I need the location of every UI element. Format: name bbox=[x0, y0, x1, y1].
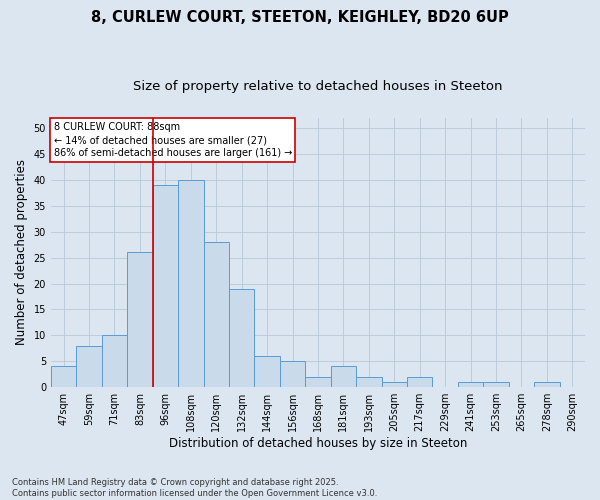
Bar bbox=[254, 356, 280, 387]
Y-axis label: Number of detached properties: Number of detached properties bbox=[15, 160, 28, 346]
Bar bbox=[458, 382, 483, 387]
Bar bbox=[534, 382, 560, 387]
Text: 8 CURLEW COURT: 88sqm
← 14% of detached houses are smaller (27)
86% of semi-deta: 8 CURLEW COURT: 88sqm ← 14% of detached … bbox=[53, 122, 292, 158]
Bar bbox=[152, 185, 178, 387]
Bar bbox=[51, 366, 76, 387]
X-axis label: Distribution of detached houses by size in Steeton: Distribution of detached houses by size … bbox=[169, 437, 467, 450]
Bar bbox=[229, 289, 254, 387]
Title: Size of property relative to detached houses in Steeton: Size of property relative to detached ho… bbox=[133, 80, 503, 93]
Bar bbox=[203, 242, 229, 387]
Bar bbox=[178, 180, 203, 387]
Bar bbox=[331, 366, 356, 387]
Text: Contains HM Land Registry data © Crown copyright and database right 2025.
Contai: Contains HM Land Registry data © Crown c… bbox=[12, 478, 377, 498]
Bar bbox=[102, 336, 127, 387]
Bar bbox=[280, 362, 305, 387]
Bar bbox=[76, 346, 102, 387]
Text: 8, CURLEW COURT, STEETON, KEIGHLEY, BD20 6UP: 8, CURLEW COURT, STEETON, KEIGHLEY, BD20… bbox=[91, 10, 509, 25]
Bar bbox=[382, 382, 407, 387]
Bar bbox=[483, 382, 509, 387]
Bar bbox=[407, 377, 433, 387]
Bar bbox=[356, 377, 382, 387]
Bar bbox=[127, 252, 152, 387]
Bar bbox=[305, 377, 331, 387]
